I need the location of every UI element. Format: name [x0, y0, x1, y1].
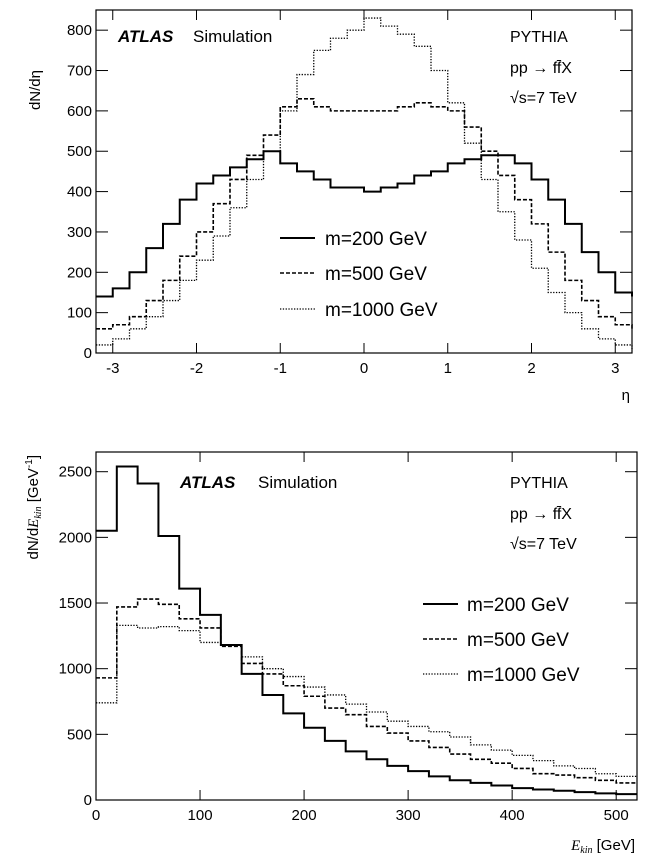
- ekin-y-tick-label: 1000: [59, 661, 92, 678]
- legend-label-m500: m=500 GeV: [325, 264, 427, 285]
- eta-y-tick-label: 0: [84, 345, 92, 362]
- ekin-distribution-panel: dN/dEkin [GeV-1] Ekin [GeV] ATLAS Simula…: [24, 451, 638, 856]
- ekin-x-tick-label: 300: [396, 807, 421, 824]
- ekin-series-m200: [96, 465, 637, 796]
- eta-y-tick-label: 200: [67, 264, 92, 281]
- process-label: pp → ff̄X: [510, 506, 572, 523]
- eta-x-tick-label: -3: [106, 360, 119, 377]
- ekin-x-tick-label: 200: [292, 807, 317, 824]
- eta-y-tick-label: 100: [67, 305, 92, 322]
- legend-label-m500: m=500 GeV: [467, 630, 569, 651]
- ekin-series-m500: [96, 598, 637, 784]
- generator-label: PYTHIA: [510, 475, 568, 492]
- energy-label: √s=7 TeV: [510, 90, 577, 107]
- ekin-x-axis-title: Ekin [GeV]: [570, 837, 635, 856]
- ekin-plot-frame: [95, 451, 638, 801]
- generator-label: PYTHIA: [510, 29, 568, 46]
- atlas-label: ATLAS: [117, 27, 174, 46]
- ekin-y-tick-label: 2000: [59, 529, 92, 546]
- legend: m=200 GeV m=500 GeV m=1000 GeV: [423, 595, 580, 686]
- ekin-x-tick-label: 500: [604, 807, 629, 824]
- ekin-x-tick-label: 0: [92, 807, 100, 824]
- eta-x-tick-label: 1: [444, 360, 452, 377]
- ekin-x-tick-label: 400: [500, 807, 525, 824]
- legend-label-m1000: m=1000 GeV: [325, 300, 438, 321]
- eta-x-tick-label: -2: [190, 360, 203, 377]
- atlas-label: ATLAS: [179, 473, 236, 492]
- eta-y-axis-title: dN/dη: [27, 70, 44, 110]
- legend-label-m1000: m=1000 GeV: [467, 665, 580, 686]
- legend-label-m200: m=200 GeV: [467, 595, 569, 616]
- legend-label-m200: m=200 GeV: [325, 229, 427, 250]
- process-label: pp → ff̄X: [510, 60, 572, 77]
- eta-x-tick-label: 2: [527, 360, 535, 377]
- eta-x-tick-label: -1: [274, 360, 287, 377]
- eta-x-axis-title: η: [622, 387, 630, 404]
- energy-label: √s=7 TeV: [510, 536, 577, 553]
- ekin-y-tick-label: 500: [67, 726, 92, 743]
- eta-y-tick-label: 500: [67, 143, 92, 160]
- simulation-label: Simulation: [193, 27, 272, 46]
- eta-x-tick-label: 3: [611, 360, 619, 377]
- eta-x-tick-label: 0: [360, 360, 368, 377]
- eta-y-tick-label: 300: [67, 224, 92, 241]
- legend: m=200 GeV m=500 GeV m=1000 GeV: [280, 229, 438, 321]
- eta-y-tick-label: 400: [67, 184, 92, 201]
- ekin-y-tick-label: 2500: [59, 464, 92, 481]
- eta-y-tick-label: 600: [67, 103, 92, 120]
- ekin-x-tick-label: 100: [188, 807, 213, 824]
- eta-series-m500: [96, 97, 633, 330]
- ekin-y-tick-label: 1500: [59, 595, 92, 612]
- ekin-y-axis-title: dN/dEkin [GeV-1]: [24, 455, 44, 560]
- simulation-label: Simulation: [258, 473, 337, 492]
- ekin-y-tick-label: 0: [84, 792, 92, 809]
- eta-y-tick-label: 800: [67, 22, 92, 39]
- eta-series-m200: [96, 150, 633, 298]
- eta-y-tick-label: 700: [67, 63, 92, 80]
- eta-distribution-panel: dN/dη η ATLAS Simulation PYTHIA pp → ff̄…: [27, 9, 633, 404]
